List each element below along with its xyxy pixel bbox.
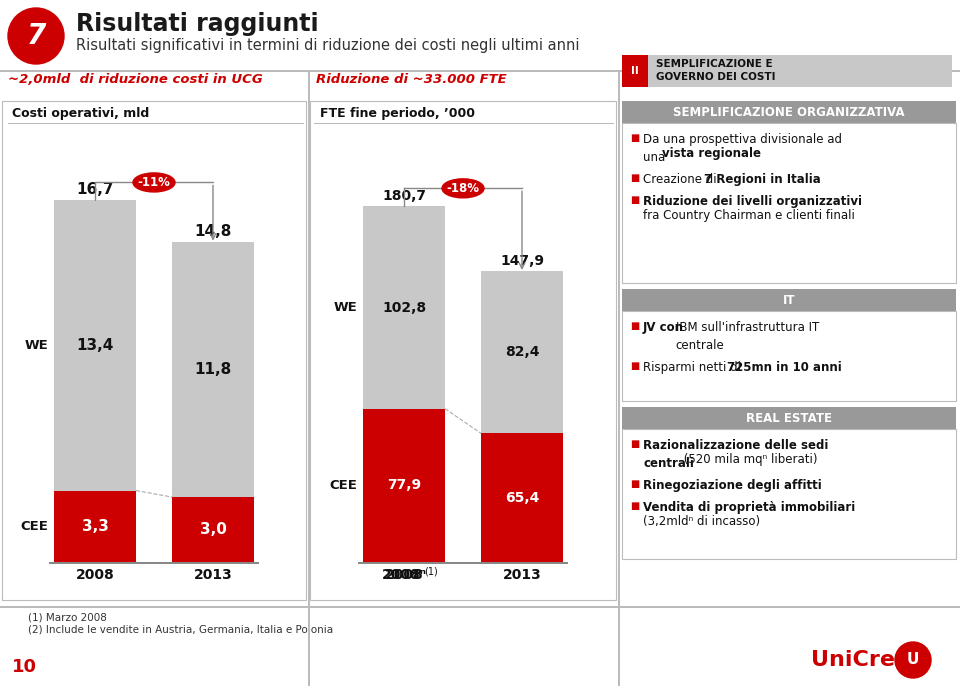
Text: REAL ESTATE: REAL ESTATE <box>746 412 832 425</box>
Text: ■: ■ <box>630 361 639 371</box>
Circle shape <box>895 642 931 678</box>
Text: JV con: JV con <box>643 321 688 334</box>
Bar <box>622 407 956 429</box>
Text: 2008: 2008 <box>385 568 423 582</box>
Bar <box>0 606 960 608</box>
Text: 10: 10 <box>12 658 37 676</box>
Text: 2013: 2013 <box>194 568 232 582</box>
Bar <box>363 409 445 562</box>
Text: 2013: 2013 <box>503 568 541 582</box>
Bar <box>2 101 306 600</box>
Bar <box>54 200 136 490</box>
Text: IBM sull'infrastruttura IT
centrale: IBM sull'infrastruttura IT centrale <box>676 321 819 352</box>
Bar <box>622 429 956 559</box>
Text: 2008: 2008 <box>76 568 114 582</box>
Text: IT: IT <box>782 294 795 307</box>
Bar <box>622 289 956 311</box>
Text: -18%: -18% <box>446 182 479 195</box>
Text: (3,2mldⁿ di incasso): (3,2mldⁿ di incasso) <box>643 515 760 528</box>
Text: ■: ■ <box>630 195 639 205</box>
Text: ■: ■ <box>630 321 639 331</box>
Bar <box>54 490 136 562</box>
Text: 2008ⁿ: 2008ⁿ <box>381 568 426 582</box>
Ellipse shape <box>133 173 175 192</box>
Bar <box>618 71 619 686</box>
Text: Rinegoziazione degli affitti: Rinegoziazione degli affitti <box>643 479 822 492</box>
Text: ■: ■ <box>630 173 639 183</box>
Text: Principali iniziative completate: Principali iniziative completate <box>626 73 857 86</box>
Text: CEE: CEE <box>329 479 357 492</box>
Bar <box>481 271 563 433</box>
Bar <box>8 123 304 124</box>
Text: 11,8: 11,8 <box>194 362 231 377</box>
Text: (520 mila mqⁿ liberati): (520 mila mqⁿ liberati) <box>681 453 818 466</box>
Text: (1): (1) <box>424 567 438 577</box>
Bar <box>0 70 960 71</box>
Text: 13,4: 13,4 <box>76 338 113 353</box>
Text: 14,8: 14,8 <box>194 224 231 239</box>
Text: 82,4: 82,4 <box>505 345 540 359</box>
Text: SEMPLIFICAZIONE E
GOVERNO DEI COSTI: SEMPLIFICAZIONE E GOVERNO DEI COSTI <box>656 59 776 82</box>
Text: WE: WE <box>333 301 357 314</box>
Text: Riduzione dei livelli organizzativi: Riduzione dei livelli organizzativi <box>643 195 862 208</box>
Text: ~2,0mld  di riduzione costi in UCG: ~2,0mld di riduzione costi in UCG <box>8 73 263 86</box>
Bar <box>314 123 614 124</box>
Text: ■: ■ <box>630 133 639 143</box>
Text: Risultati raggiunti: Risultati raggiunti <box>76 12 319 36</box>
Text: -11%: -11% <box>137 176 171 189</box>
Text: Razionalizzazione delle sedi
centrali: Razionalizzazione delle sedi centrali <box>643 439 828 470</box>
Text: 3,3: 3,3 <box>82 519 108 534</box>
Bar <box>0 71 960 101</box>
Text: Da una prospettiva divisionale ad
una: Da una prospettiva divisionale ad una <box>643 133 842 164</box>
Text: 102,8: 102,8 <box>382 300 426 314</box>
Bar <box>622 123 956 283</box>
Text: CEE: CEE <box>20 520 48 533</box>
Bar <box>308 71 309 686</box>
Text: 180,7: 180,7 <box>382 189 426 203</box>
Text: WE: WE <box>24 339 48 352</box>
Bar <box>622 55 952 87</box>
Text: Creazione di: Creazione di <box>643 173 720 186</box>
Bar <box>622 311 956 401</box>
Text: 65,4: 65,4 <box>505 490 540 505</box>
Text: 7 Regioni in Italia: 7 Regioni in Italia <box>704 173 821 186</box>
Bar <box>358 562 568 563</box>
Text: 7: 7 <box>26 22 46 50</box>
Text: 16,7: 16,7 <box>76 182 113 198</box>
Bar <box>310 101 616 600</box>
Bar <box>172 241 254 497</box>
Text: (1) Marzo 2008: (1) Marzo 2008 <box>28 612 107 622</box>
Text: Vendita di proprietà immobiliari: Vendita di proprietà immobiliari <box>643 501 855 514</box>
Text: ■: ■ <box>630 501 639 511</box>
Bar <box>363 206 445 409</box>
Bar <box>622 101 956 123</box>
Text: ■: ■ <box>630 479 639 489</box>
Text: fra Country Chairman e clienti finali: fra Country Chairman e clienti finali <box>643 209 854 222</box>
Text: SEMPLIFICAZIONE ORGANIZZATIVA: SEMPLIFICAZIONE ORGANIZZATIVA <box>673 106 905 119</box>
Ellipse shape <box>442 179 484 198</box>
Text: Risultati significativi in termini di riduzione dei costi negli ultimi anni: Risultati significativi in termini di ri… <box>76 38 580 53</box>
Text: Riduzione di ~33.000 FTE: Riduzione di ~33.000 FTE <box>316 73 507 86</box>
Bar <box>49 562 259 563</box>
Text: 147,9: 147,9 <box>500 254 544 268</box>
Text: (2) Include le vendite in Austria, Germania, Italia e Polonia: (2) Include le vendite in Austria, Germa… <box>28 625 333 635</box>
Bar <box>622 55 648 87</box>
Text: ■: ■ <box>630 439 639 449</box>
Text: 77,9: 77,9 <box>387 478 421 493</box>
Bar <box>481 434 563 562</box>
Text: Costi operativi, mld: Costi operativi, mld <box>12 107 149 120</box>
Text: vista regionale: vista regionale <box>661 147 760 161</box>
Text: 725mn in 10 anni: 725mn in 10 anni <box>727 361 842 374</box>
Text: Risparmi netti di: Risparmi netti di <box>643 361 745 374</box>
Text: FTE fine periodo, ’000: FTE fine periodo, ’000 <box>320 107 475 120</box>
Bar <box>172 497 254 562</box>
Text: II: II <box>631 66 638 76</box>
Circle shape <box>8 8 64 64</box>
Text: U: U <box>907 652 919 667</box>
Text: 3,0: 3,0 <box>200 522 227 537</box>
Text: UniCredit: UniCredit <box>811 650 929 670</box>
